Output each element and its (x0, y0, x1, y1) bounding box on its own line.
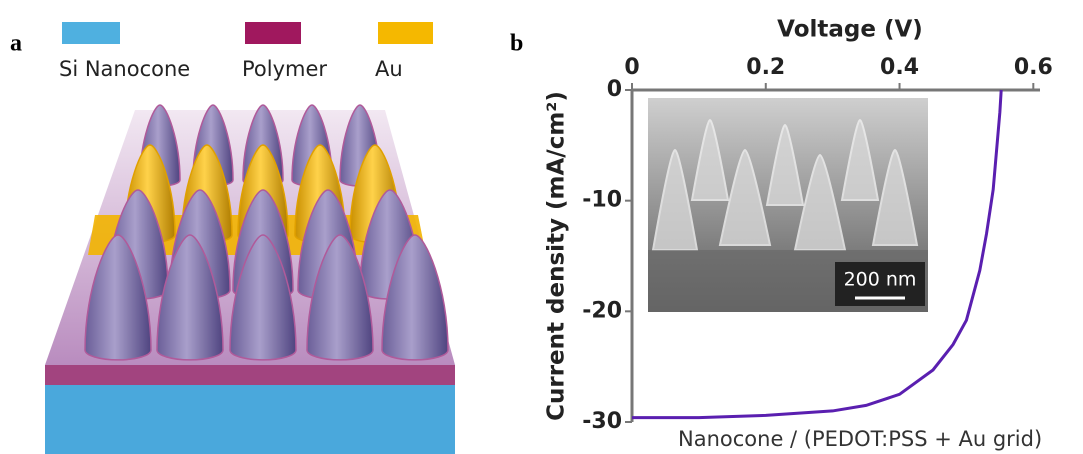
panel-label: b (510, 31, 523, 57)
sem-cone (718, 148, 772, 246)
y-tick-label: -30 (582, 409, 622, 434)
y-tick-label: -20 (582, 298, 622, 323)
sem-texture (648, 118, 928, 312)
schematic: a Si Nanocone Polymer Au (10, 22, 455, 454)
x-axis-title: Voltage (V) (777, 17, 923, 43)
si-cone (229, 234, 297, 361)
y-tick-label: 0 (607, 77, 622, 102)
substrate (45, 385, 455, 454)
sem-cone (690, 118, 730, 201)
data-line (632, 89, 1003, 420)
si-cone (381, 234, 449, 361)
sem-cone (765, 123, 805, 206)
sem-cone (651, 148, 699, 251)
x-tick-label: 0.4 (880, 55, 919, 80)
polymer-layer (45, 365, 455, 385)
series-label: Nanocone / (PEDOT:PSS + Au grid) (678, 427, 1042, 451)
cones (84, 104, 449, 361)
sem-cone (871, 148, 919, 246)
chart: b 200 nm Voltage (V) Current density (mA… (510, 17, 1053, 452)
legend-label: Au (375, 57, 403, 81)
legend-label: Si Nanocone (59, 57, 190, 81)
legend-label: Polymer (242, 57, 327, 81)
sem-cone (840, 118, 880, 201)
legend-swatch (245, 22, 301, 44)
x-tick-label: 0.2 (746, 55, 785, 80)
legend-swatch (378, 22, 433, 44)
x-tick-label: 0 (624, 55, 639, 80)
y-tick-label: -10 (582, 188, 622, 213)
sem-cone (793, 153, 847, 251)
legend-swatch (62, 22, 120, 44)
si-cone (84, 234, 152, 361)
scale-bar-label: 200 nm (844, 269, 917, 291)
si-cone (306, 234, 374, 361)
y-axis-title: Current density (mA/cm²) (544, 91, 570, 421)
si-cone (156, 234, 224, 361)
panel-label: a (10, 31, 22, 57)
x-tick-label: 0.6 (1014, 55, 1053, 80)
